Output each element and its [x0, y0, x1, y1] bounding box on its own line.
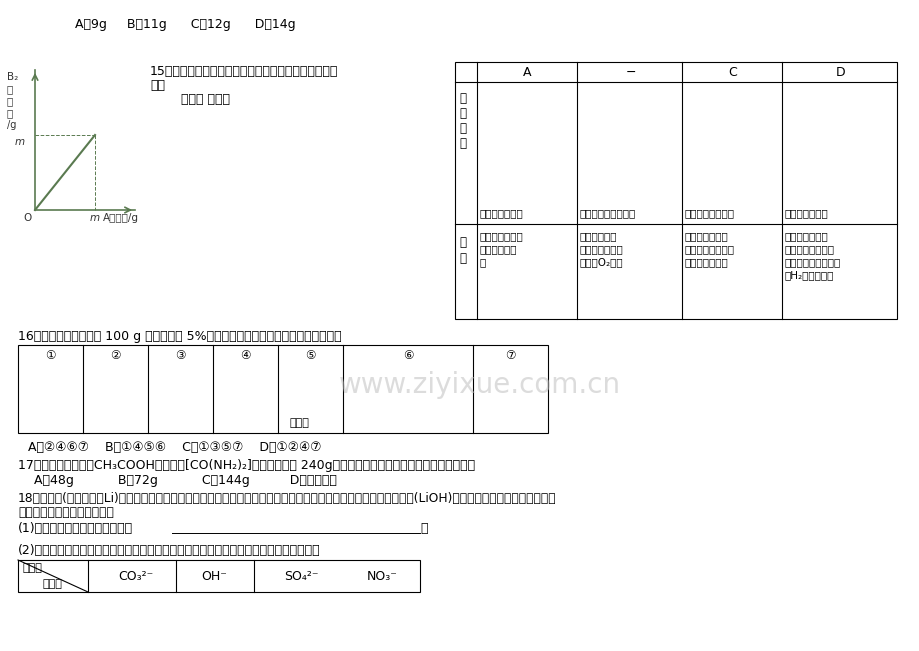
Text: 集气瓶中的水：: 集气瓶中的水：	[685, 231, 728, 241]
Text: www.ziyixue.com.cn: www.ziyixue.com.cn	[338, 371, 620, 399]
Text: 释: 释	[459, 252, 466, 265]
Text: 铁丝在氧气中燃烧: 铁丝在氧气中燃烧	[685, 208, 734, 218]
Text: O: O	[23, 213, 31, 223]
Text: ②: ②	[110, 349, 121, 362]
Text: 空气排净，后便于观: 空气排净，后便于观	[784, 257, 840, 267]
Text: 通过水体积的变: 通过水体积的变	[579, 244, 623, 254]
Text: 集气瓶中的水：: 集气瓶中的水：	[784, 231, 828, 241]
Text: 硫在氧气中燃烧: 硫在氧气中燃烧	[480, 208, 523, 218]
Text: SO₄²⁻: SO₄²⁻	[284, 570, 318, 583]
Text: D: D	[834, 66, 845, 79]
Text: 解: 解	[459, 236, 466, 249]
Text: 水先将集气瓶内的: 水先将集气瓶内的	[784, 244, 834, 254]
Text: 18．锂元素(元素符号为Li)及其所形成的化合物。在通讯和航空航天领域中具有极其重要的用途。它的化合物氢氧化锂(LiOH)是一种易溶于水的白色固体，有: 18．锂元素(元素符号为Li)及其所形成的化合物。在通讯和航空航天领域中具有极其…	[18, 492, 556, 505]
Text: 量: 量	[480, 257, 486, 267]
Text: (2)下表是部分物质的溶解性表．运用此溶解性表并结合你对复分解反应发生条件的理解，: (2)下表是部分物质的溶解性表．运用此溶解性表并结合你对复分解反应发生条件的理解…	[18, 544, 321, 557]
Bar	[18, 345, 548, 433]
Text: A．②④⑥⑦    B．①④⑤⑥    C．①③⑤⑦    D．①②④⑦: A．②④⑥⑦ B．①④⑤⑥ C．①③⑤⑦ D．①②④⑦	[28, 441, 321, 454]
Text: 辣味，具有强碱性和腐蚀性。: 辣味，具有强碱性和腐蚀性。	[18, 506, 114, 519]
Text: −: −	[625, 66, 635, 79]
Text: 水的: 水的	[150, 79, 165, 92]
Text: 量: 量	[7, 108, 13, 118]
Text: 测定空气中氧气含量: 测定空气中氧气含量	[579, 208, 636, 218]
Text: ；: ；	[420, 522, 427, 535]
Text: 排水法收集氢气: 排水法收集氢气	[784, 208, 828, 218]
Text: A．9g     B．11g      C．12g      D．14g: A．9g B．11g C．12g D．14g	[75, 18, 295, 31]
Text: ①: ①	[45, 349, 56, 362]
Text: NO₃⁻: NO₃⁻	[367, 570, 397, 583]
Text: 16．用氯化钠固体配制 100 g 质量分数为 5%的氯化钠溶液。下列仪器中必需用到的是: 16．用氯化钠固体配制 100 g 质量分数为 5%的氯化钠溶液。下列仪器中必需…	[18, 330, 341, 343]
Text: CO₃²⁻: CO₃²⁻	[118, 570, 153, 583]
Text: 装: 装	[459, 122, 466, 135]
Text: A．48g           B．72g           C．144g          D．无法计算: A．48g B．72g C．144g D．无法计算	[18, 474, 336, 487]
Text: 冷却溅落融熏物，: 冷却溅落融熏物，	[685, 244, 734, 254]
Text: 17．葡萄糖、乙酸（CH₃COOH）和尿素[CO(NH₂)₂]组成的混合物 240g，在一定条件下完全燃烧，生成水的质量是: 17．葡萄糖、乙酸（CH₃COOH）和尿素[CO(NH₂)₂]组成的混合物 24…	[18, 459, 474, 472]
Text: ⑦: ⑦	[505, 349, 516, 362]
Text: 防止集气瓶炸裂: 防止集气瓶炸裂	[685, 257, 728, 267]
Text: m: m	[90, 213, 100, 223]
Text: A的质量/g: A的质量/g	[103, 213, 139, 223]
Text: 吸收放出的热: 吸收放出的热	[480, 244, 517, 254]
Text: 玻璃棒: 玻璃棒	[289, 418, 310, 428]
Text: ⑥: ⑥	[403, 349, 413, 362]
Text: 阳离子: 阳离子	[43, 579, 62, 589]
Text: A: A	[522, 66, 531, 79]
Text: m: m	[15, 137, 25, 147]
Text: 质: 质	[7, 96, 13, 106]
Text: 阴离子: 阴离子	[23, 563, 43, 573]
Text: 量筒中的水：: 量筒中的水：	[579, 231, 617, 241]
Text: 置: 置	[459, 137, 466, 150]
Text: B₂: B₂	[7, 72, 18, 82]
Text: 集气瓶中的水：: 集气瓶中的水：	[480, 231, 523, 241]
Text: /g: /g	[7, 120, 17, 130]
Bar	[18, 560, 420, 592]
Text: OH⁻: OH⁻	[200, 570, 227, 583]
Bar	[455, 62, 896, 319]
Text: 15．对下列实验指定容器中的水，其解释没有体现水的: 15．对下列实验指定容器中的水，其解释没有体现水的	[150, 65, 338, 78]
Text: 实: 实	[459, 92, 466, 105]
Text: 验: 验	[459, 107, 466, 120]
Text: (1)写出氢氧化锂的一条物理性质: (1)写出氢氧化锂的一条物理性质	[18, 522, 133, 535]
Text: 主要作 用的是: 主要作 用的是	[165, 93, 230, 106]
Text: C: C	[727, 66, 736, 79]
Text: ⑤: ⑤	[305, 349, 315, 362]
Text: 化得出O₂体积: 化得出O₂体积	[579, 257, 623, 267]
Text: 察H₂何时收集满: 察H₂何时收集满	[784, 270, 834, 280]
Text: 的: 的	[7, 84, 13, 94]
Text: ④: ④	[240, 349, 251, 362]
Text: ③: ③	[176, 349, 186, 362]
